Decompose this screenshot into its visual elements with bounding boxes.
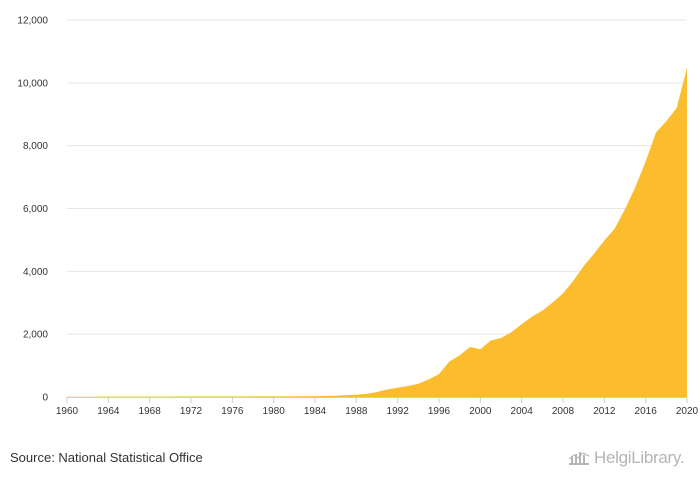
y-tick-label: 6,000: [23, 204, 48, 215]
y-tick-label: 4,000: [23, 267, 48, 278]
x-tick-label: 1972: [180, 406, 203, 417]
y-tick-label: 2,000: [23, 330, 48, 341]
x-tick-label: 1960: [56, 406, 79, 417]
y-tick-label: 8,000: [23, 141, 48, 152]
x-tick-label: 1968: [139, 406, 162, 417]
x-tick-label: 1964: [97, 406, 120, 417]
x-tick-label: 1988: [345, 406, 368, 417]
x-tick-label: 2016: [635, 406, 658, 417]
area-series-fill: [67, 67, 687, 397]
x-tick-label: 2004: [511, 406, 534, 417]
x-axis-tick-labels: 1960 1964 1968 1972 1976 1980 1984 1988 1992 1996…: [56, 406, 699, 417]
x-tick-label: 2012: [593, 406, 616, 417]
y-axis-tick-labels: 0 2,000 4,000 6,000 8,000 10,000 12,000: [17, 16, 48, 404]
library-building-icon: [568, 452, 590, 465]
x-tick-label: 1996: [428, 406, 451, 417]
x-tick-label: 1992: [387, 406, 410, 417]
x-tick-label: 2000: [469, 406, 492, 417]
y-tick-label: 12,000: [17, 16, 48, 27]
y-tick-label: 0: [42, 393, 48, 404]
logo-text: HelgiLibrary.: [594, 448, 685, 467]
area-series: [67, 67, 687, 397]
source-note: Source: National Statistical Office: [10, 450, 203, 465]
helgi-library-logo[interactable]: HelgiLibrary.: [568, 448, 685, 468]
x-tick-label: 1984: [304, 406, 327, 417]
x-tick-label: 1980: [263, 406, 286, 417]
axes: [66, 397, 688, 403]
x-tick-label: 1976: [221, 406, 244, 417]
y-tick-label: 10,000: [17, 78, 48, 89]
x-tick-label: 2020: [676, 406, 699, 417]
x-tick-label: 2008: [552, 406, 575, 417]
